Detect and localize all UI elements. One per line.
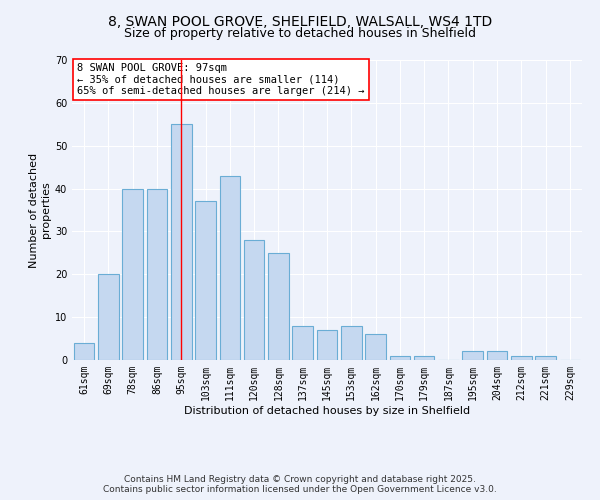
Y-axis label: Number of detached
properties: Number of detached properties bbox=[29, 152, 50, 268]
Bar bbox=[74, 343, 94, 360]
Bar bbox=[389, 356, 410, 360]
Bar bbox=[414, 356, 434, 360]
Bar bbox=[146, 188, 167, 360]
Bar bbox=[317, 330, 337, 360]
Bar bbox=[365, 334, 386, 360]
Bar bbox=[511, 356, 532, 360]
Text: Size of property relative to detached houses in Shelfield: Size of property relative to detached ho… bbox=[124, 28, 476, 40]
Bar bbox=[535, 356, 556, 360]
Bar bbox=[292, 326, 313, 360]
Text: 8, SWAN POOL GROVE, SHELFIELD, WALSALL, WS4 1TD: 8, SWAN POOL GROVE, SHELFIELD, WALSALL, … bbox=[108, 15, 492, 29]
X-axis label: Distribution of detached houses by size in Shelfield: Distribution of detached houses by size … bbox=[184, 406, 470, 415]
Bar bbox=[463, 352, 483, 360]
Bar bbox=[487, 352, 508, 360]
Bar bbox=[341, 326, 362, 360]
Bar bbox=[220, 176, 240, 360]
Text: 8 SWAN POOL GROVE: 97sqm
← 35% of detached houses are smaller (114)
65% of semi-: 8 SWAN POOL GROVE: 97sqm ← 35% of detach… bbox=[77, 63, 365, 96]
Bar bbox=[98, 274, 119, 360]
Bar bbox=[195, 202, 216, 360]
Bar bbox=[171, 124, 191, 360]
Text: Contains HM Land Registry data © Crown copyright and database right 2025.
Contai: Contains HM Land Registry data © Crown c… bbox=[103, 474, 497, 494]
Bar bbox=[122, 188, 143, 360]
Bar bbox=[268, 253, 289, 360]
Bar bbox=[244, 240, 265, 360]
